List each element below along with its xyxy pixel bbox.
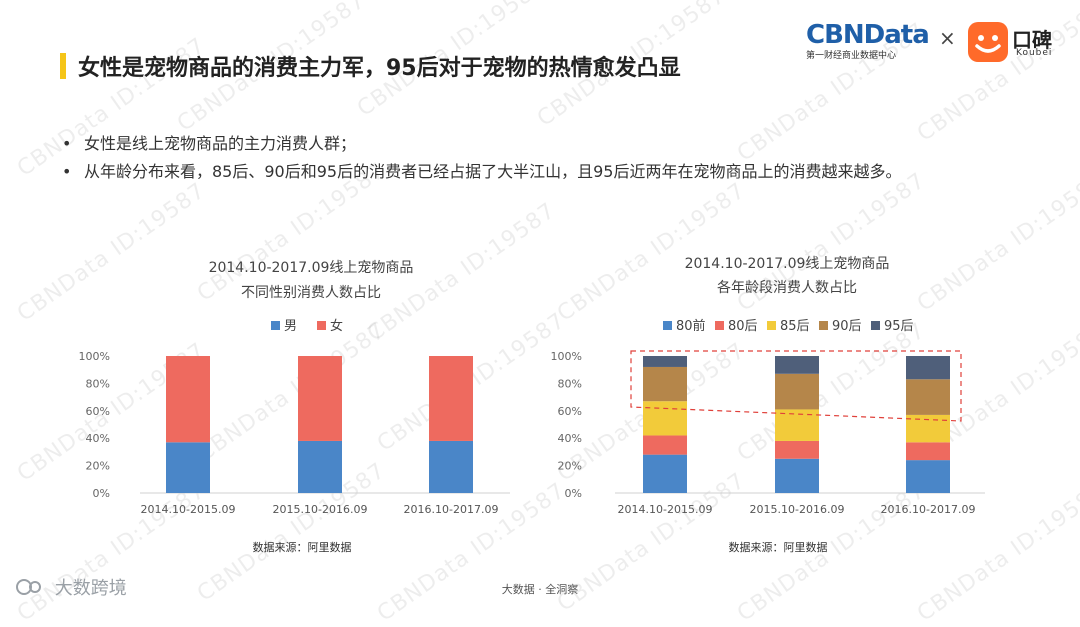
y-tick-label: 20% bbox=[86, 460, 110, 473]
legend-swatch bbox=[767, 321, 776, 330]
bar-segment bbox=[166, 356, 210, 443]
x-tick-label: 2014.10-2015.09 bbox=[141, 503, 236, 516]
bar-segment bbox=[643, 454, 687, 493]
bar-segment bbox=[429, 440, 473, 493]
bullet-dot: • bbox=[62, 162, 72, 181]
bar-segment bbox=[906, 379, 950, 415]
legend-swatch bbox=[317, 321, 326, 330]
bar-segment bbox=[298, 356, 342, 441]
y-tick-label: 80% bbox=[86, 377, 110, 390]
y-tick-label: 100% bbox=[79, 350, 110, 363]
bar-segment bbox=[775, 458, 819, 493]
bar-segment bbox=[906, 460, 950, 493]
bar-segment bbox=[775, 409, 819, 441]
bar-segment bbox=[775, 373, 819, 410]
y-tick-label: 80% bbox=[558, 377, 582, 390]
y-tick-label: 40% bbox=[86, 432, 110, 445]
legend-label: 80后 bbox=[728, 319, 758, 334]
chart-source: 数据来源：阿里数据 bbox=[253, 540, 352, 554]
legend-label: 85后 bbox=[780, 319, 810, 334]
legend-label: 95后 bbox=[884, 319, 914, 334]
bar-segment bbox=[643, 366, 687, 402]
y-tick-label: 100% bbox=[551, 350, 582, 363]
bar-segment bbox=[298, 440, 342, 493]
brand-icon bbox=[16, 579, 41, 595]
bar-segment bbox=[643, 435, 687, 455]
legend-label: 男 bbox=[284, 319, 297, 334]
chart-title-line: 2014.10-2017.09线上宠物商品 bbox=[209, 260, 414, 276]
bar-segment bbox=[775, 440, 819, 459]
cbndata-logo-subtitle: 第一财经商业数据中心 bbox=[806, 51, 897, 61]
bar-segment bbox=[906, 356, 950, 380]
y-tick-label: 40% bbox=[558, 432, 582, 445]
bullet-item: • 从年龄分布来看，85后、90后和95后的消费者已经占据了大半江山，且95后近两… bbox=[62, 158, 901, 186]
x-tick-label: 2015.10-2016.09 bbox=[273, 503, 368, 516]
chart-title-line: 各年龄段消费人数占比 bbox=[717, 280, 857, 296]
chart-title-line: 2014.10-2017.09线上宠物商品 bbox=[685, 256, 890, 272]
bar-segment bbox=[643, 356, 687, 367]
x-tick-label: 2015.10-2016.09 bbox=[750, 503, 845, 516]
legend-swatch bbox=[715, 321, 724, 330]
x-tick-label: 2016.10-2017.09 bbox=[881, 503, 976, 516]
x-tick-label: 2016.10-2017.09 bbox=[404, 503, 499, 516]
footer-tagline: 大数据 · 全洞察 bbox=[501, 583, 579, 596]
bar-segment bbox=[643, 401, 687, 436]
footer-brand-text: 大数跨境 bbox=[54, 578, 127, 599]
bar-segment bbox=[166, 442, 210, 493]
legend-label: 女 bbox=[330, 318, 343, 334]
chart-title-line: 不同性别消费人数占比 bbox=[241, 285, 381, 301]
logo-separator: × bbox=[939, 26, 956, 50]
bullet-text: 女性是线上宠物商品的主力消费人群； bbox=[84, 134, 357, 153]
legend-label: 80前 bbox=[676, 318, 706, 334]
title-accent-bar bbox=[60, 53, 66, 79]
bullet-list: • 女性是线上宠物商品的主力消费人群； • 从年龄分布来看，85后、90后和95后的… bbox=[62, 130, 901, 186]
footer-brand: 大数跨境 bbox=[15, 574, 127, 600]
y-tick-label: 60% bbox=[86, 405, 110, 418]
koubei-smile-icon bbox=[968, 22, 1008, 62]
legend-swatch bbox=[819, 321, 828, 330]
chart-source: 数据来源：阿里数据 bbox=[729, 540, 828, 554]
page-title: 女性是宠物商品的消费主力军，95后对于宠物的热情愈发凸显 bbox=[78, 56, 681, 81]
highlight-dashed-box bbox=[630, 350, 962, 422]
legend-label: 90后 bbox=[832, 319, 862, 334]
koubei-logo-en: Koubei bbox=[1016, 48, 1053, 58]
koubei-logo-text: 口碑 bbox=[1012, 28, 1052, 52]
legend-swatch bbox=[871, 321, 880, 330]
bar-segment bbox=[906, 442, 950, 461]
legend-swatch bbox=[271, 321, 280, 330]
bar-segment bbox=[775, 356, 819, 374]
bar-segment bbox=[429, 356, 473, 441]
y-tick-label: 0% bbox=[565, 487, 582, 500]
y-tick-label: 0% bbox=[93, 487, 110, 500]
bullet-text: 从年龄分布来看，85后、90后和95后的消费者已经占据了大半江山，且95后近两年… bbox=[84, 162, 902, 181]
bullet-item: • 女性是线上宠物商品的主力消费人群； bbox=[62, 130, 901, 158]
legend-swatch bbox=[663, 321, 672, 330]
cbndata-logo-text: CBNData bbox=[806, 20, 930, 50]
bullet-dot: • bbox=[62, 134, 72, 153]
cbndata-logo: CBNData 第一财经商业数据中心 bbox=[806, 20, 930, 61]
x-tick-label: 2014.10-2015.09 bbox=[618, 503, 713, 516]
y-tick-label: 20% bbox=[558, 460, 582, 473]
y-tick-label: 60% bbox=[558, 405, 582, 418]
koubei-logo: 口碑 Koubei bbox=[966, 20, 1052, 68]
